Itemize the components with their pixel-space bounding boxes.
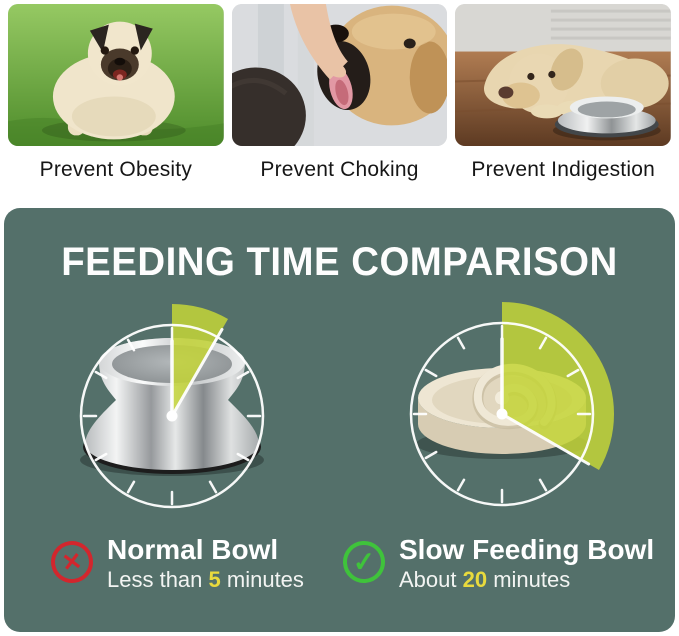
result-time: About 20 minutes <box>399 567 654 592</box>
time-value-highlight: 5 <box>208 567 221 593</box>
normal-bowl-clock <box>79 304 265 509</box>
comparison-panel: FEEDING TIME COMPARISON <box>4 208 675 632</box>
clock-ticks <box>412 324 592 504</box>
clock-ring <box>409 321 595 507</box>
time-suffix: minutes <box>220 567 304 593</box>
caption-prevent-obesity: Prevent Obesity <box>39 158 193 181</box>
obese-pug-illustration <box>8 4 224 146</box>
photo-prevent-indigestion <box>455 4 672 146</box>
cross-icon: ✕ <box>48 538 96 586</box>
benefit-photo-row <box>8 4 672 146</box>
tired-dog-bowl-illustration <box>455 4 672 146</box>
clock-ring <box>79 323 265 509</box>
result-normal-bowl: ✕ Normal Bowl Less than 5 minutes <box>48 534 304 593</box>
slow-feeding-bowl-clock <box>409 302 615 507</box>
time-prefix: Less than <box>107 567 209 593</box>
clock-center-dot <box>496 408 508 420</box>
photo-prevent-obesity <box>8 4 224 146</box>
panel-title: FEEDING TIME COMPARISON <box>61 240 618 284</box>
time-prefix: About <box>399 567 463 593</box>
result-text: Normal Bowl Less than 5 minutes <box>107 534 304 593</box>
time-value-highlight: 20 <box>462 567 488 593</box>
minute-hand-20 <box>500 412 591 466</box>
steel-bowl-small <box>553 96 662 141</box>
result-label: Slow Feeding Bowl <box>399 534 655 565</box>
benefit-caption-row: Prevent Obesity Prevent Choking Prevent … <box>8 158 671 182</box>
minute-hand-5 <box>170 327 224 418</box>
check-icon: ✓ <box>341 539 387 585</box>
result-time: Less than 5 minutes <box>107 567 304 592</box>
clock-center-dot <box>166 410 178 422</box>
time-wedge-5min <box>172 304 228 416</box>
result-text: Slow Feeding Bowl About 20 minutes <box>399 534 654 593</box>
result-label: Normal Bowl <box>107 534 279 565</box>
time-wedge-20min <box>502 302 615 470</box>
time-suffix: minutes <box>487 567 571 593</box>
photo-prevent-choking <box>231 4 448 146</box>
choking-dog-illustration <box>231 4 448 146</box>
caption-prevent-choking: Prevent Choking <box>260 158 419 181</box>
caption-prevent-indigestion: Prevent Indigestion <box>471 158 655 181</box>
result-slow-feeding-bowl: ✓ Slow Feeding Bowl About 20 minutes <box>341 534 654 593</box>
